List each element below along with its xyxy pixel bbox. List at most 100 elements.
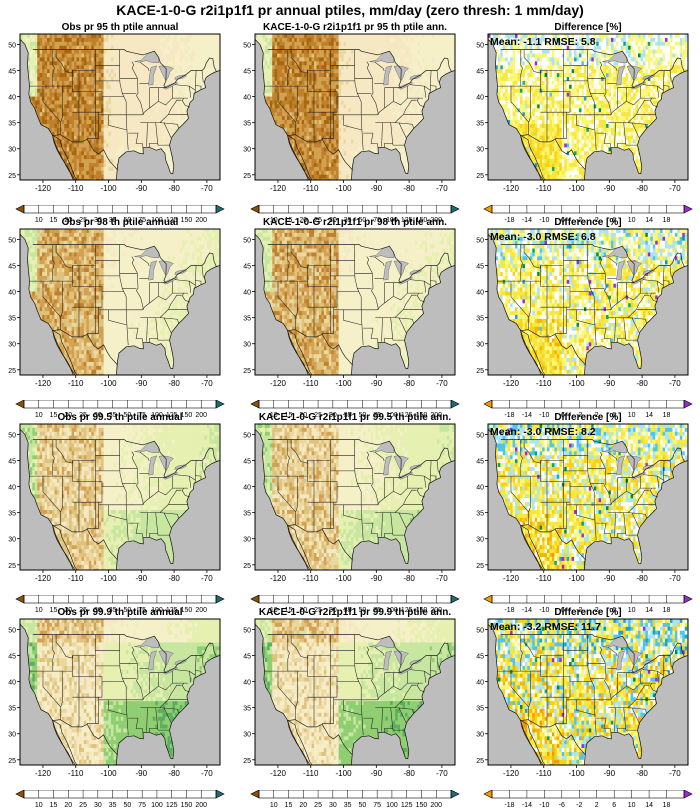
y-tick-label: 50 [8,432,16,439]
x-tick-label: -110 [303,769,319,778]
y-tick-label: 25 [476,758,484,765]
y-tick-label: 50 [243,627,251,634]
y-tick-label: 50 [243,42,251,49]
x-tick-label: -110 [68,769,84,778]
panel-title: KACE-1-0-G r2i1p1f1 pr 99.5 th ptile ann… [245,412,465,423]
map-panel-model-95: KACE-1-0-G r2i1p1f1 pr 95 th ptile ann.-… [255,22,455,202]
y-tick-label: 45 [243,69,251,76]
colorbar-label: 100 [151,802,163,808]
x-tick-label: -80 [636,574,648,583]
colorbar-arrow-left [16,790,24,798]
colorbar-label: 200 [195,802,207,808]
colorbar-arrow-left [16,205,24,213]
colorbar-label: 30 [329,802,337,808]
colorbar-arrow-left [484,205,492,213]
x-tick-label: -110 [536,184,552,193]
y-tick-label: 25 [8,563,16,570]
y-tick-label: 25 [476,563,484,570]
x-tick-label: -80 [168,379,180,388]
panel-title: Difference [%] [478,217,698,228]
y-tick-label: 45 [476,264,484,271]
y-tick-label: 25 [476,173,484,180]
y-tick-label: 25 [243,563,251,570]
colorbar-label: -14 [522,802,532,808]
y-tick-label: 35 [8,706,16,713]
y-tick-label: 35 [243,121,251,128]
panel-title: KACE-1-0-G r2i1p1f1 pr 99.9 th ptile ann… [245,607,465,618]
colorbar-arrow-left [251,205,259,213]
y-tick-label: 40 [8,485,16,492]
colorbar-label: 125 [166,802,178,808]
x-tick-label: -110 [536,769,552,778]
y-tick-label: 30 [8,342,16,349]
y-tick-label: 35 [476,706,484,713]
colorbar-label: 50 [123,802,131,808]
y-tick-label: 50 [243,237,251,244]
colorbar-label: 2 [595,802,599,808]
y-tick-label: 50 [476,432,484,439]
colorbar-label: -2 [576,802,582,808]
y-tick-label: 25 [243,758,251,765]
colorbar-label: 150 [181,802,193,808]
colorbar-label: 75 [373,802,381,808]
x-tick-label: -100 [101,184,118,193]
colorbar-label: 35 [109,802,117,808]
colorbar-label: 200 [430,802,442,808]
x-tick-label: -90 [136,574,148,583]
y-tick-label: 45 [8,264,16,271]
map-panel-model-99.5: KACE-1-0-G r2i1p1f1 pr 99.5 th ptile ann… [255,412,455,592]
y-tick-label: 35 [243,511,251,518]
y-tick-label: 25 [243,173,251,180]
colorbar-label: 20 [299,802,307,808]
x-tick-label: -90 [136,379,148,388]
x-tick-label: -110 [536,574,552,583]
x-tick-label: -100 [101,574,118,583]
x-tick-label: -90 [371,769,383,778]
x-tick-label: -120 [270,769,287,778]
y-tick-label: 35 [243,316,251,323]
colorbar-label: -10 [539,802,549,808]
colorbar-label: 10 [270,802,278,808]
y-tick-label: 30 [243,732,251,739]
map-panel-obs-95: Obs pr 95 th ptile annual-120-110-100-90… [20,22,220,202]
colorbar-arrow-right [451,400,459,408]
x-tick-label: -70 [669,574,681,583]
colorbar-arrow-right [684,205,692,213]
colorbar-label: 14 [645,802,653,808]
x-tick-label: -70 [201,769,213,778]
x-tick-label: -80 [636,379,648,388]
colorbar-label: 75 [138,802,146,808]
map-panel-model-99.9: KACE-1-0-G r2i1p1f1 pr 99.9 th ptile ann… [255,607,455,787]
colorbar-arrow-left [484,790,492,798]
y-tick-label: 30 [243,147,251,154]
x-tick-label: -120 [35,379,52,388]
x-tick-label: -120 [503,574,520,583]
y-tick-label: 45 [8,459,16,466]
colorbar-arrow-left [251,595,259,603]
colorbar-label: 15 [285,802,293,808]
colorbar-label: 150 [416,802,428,808]
y-tick-label: 40 [243,485,251,492]
colorbar-label: 25 [79,802,87,808]
y-tick-label: 30 [243,342,251,349]
map-panel-obs-98: Obs pr 98 th ptile annual-120-110-100-90… [20,217,220,397]
x-tick-label: -110 [68,184,84,193]
colorbar-label: 50 [358,802,366,808]
colorbar-arrow-right [451,205,459,213]
stats-label: Mean: -3.2 RMSE: 11.7 [490,621,601,633]
x-tick-label: -80 [403,379,415,388]
y-tick-label: 50 [8,627,16,634]
x-tick-label: -70 [669,184,681,193]
y-tick-label: 25 [8,758,16,765]
stats-label: Mean: -3.0 RMSE: 6.8 [490,231,596,243]
x-tick-label: -90 [371,574,383,583]
y-tick-label: 45 [8,69,16,76]
y-tick-label: 45 [476,69,484,76]
x-tick-label: -120 [503,379,520,388]
